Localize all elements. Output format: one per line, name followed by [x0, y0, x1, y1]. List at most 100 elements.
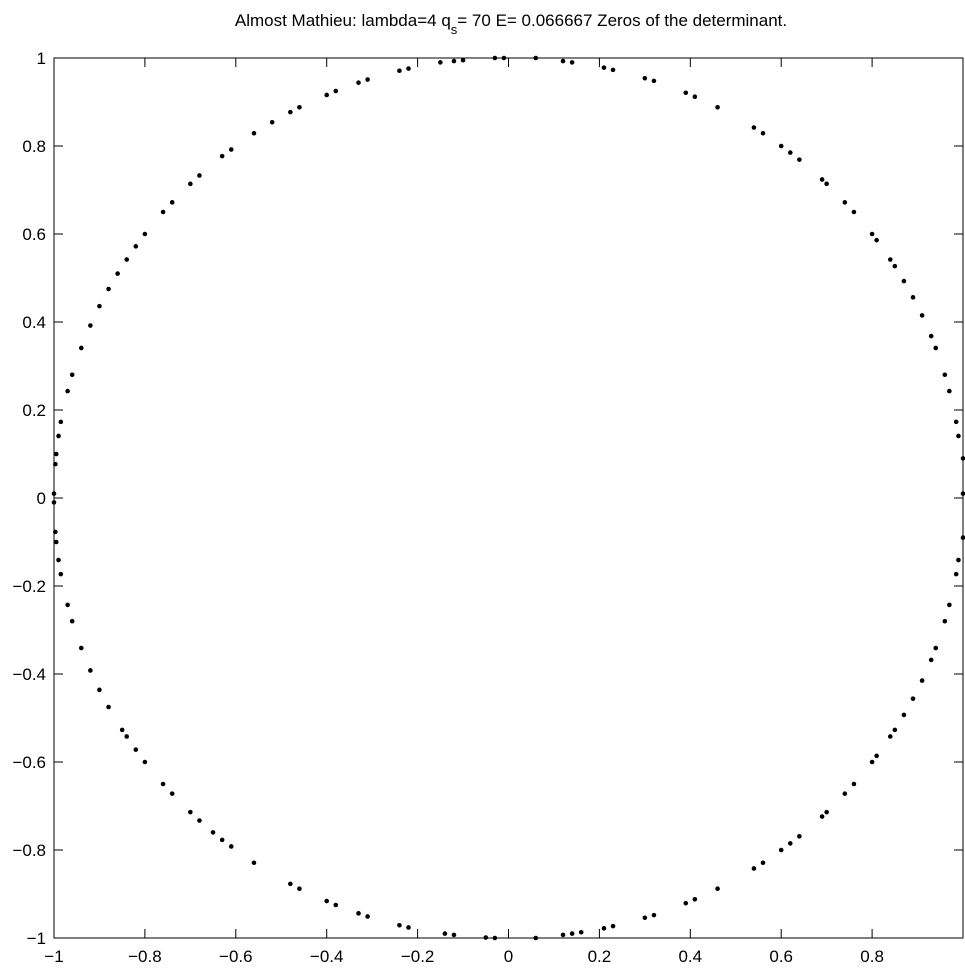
- data-point: [960, 535, 965, 540]
- data-point: [324, 92, 330, 98]
- data-point: [228, 844, 234, 849]
- data-points: [51, 55, 965, 941]
- data-point: [956, 433, 961, 439]
- data-point: [892, 263, 898, 269]
- data-point: [819, 814, 825, 819]
- data-point: [333, 902, 339, 908]
- data-point: [78, 345, 84, 351]
- x-tick-label: −0.4: [310, 947, 344, 966]
- x-tick-label: −1: [44, 947, 63, 966]
- data-point: [251, 130, 257, 136]
- data-point: [928, 657, 934, 663]
- data-point: [365, 77, 370, 82]
- data-point: [560, 932, 566, 938]
- chart-title-suffix: = 70 E= 0.066667 Zeros of the determinan…: [457, 11, 787, 30]
- data-point: [683, 90, 689, 96]
- data-point: [169, 791, 175, 796]
- data-point: [942, 372, 948, 378]
- x-tick-label: −0.8: [128, 947, 162, 966]
- y-tick-label: −1: [27, 929, 46, 948]
- data-point: [97, 303, 102, 309]
- chart-title: Almost Mathieu: lambda=4 qs= 70 E= 0.066…: [235, 11, 787, 37]
- data-point: [797, 834, 802, 839]
- data-point: [842, 200, 848, 205]
- data-point: [819, 177, 825, 182]
- data-point: [933, 345, 939, 351]
- data-point: [142, 231, 148, 237]
- x-tick-label: −0.2: [401, 947, 435, 966]
- data-point: [533, 55, 539, 61]
- data-point: [51, 500, 57, 505]
- data-point: [787, 150, 793, 155]
- data-point: [501, 55, 507, 61]
- data-point: [142, 759, 148, 765]
- data-point: [119, 727, 125, 733]
- data-point: [451, 58, 457, 64]
- data-point: [356, 80, 361, 85]
- data-point: [492, 55, 498, 61]
- data-point: [197, 818, 202, 823]
- data-point: [288, 109, 293, 115]
- data-point: [160, 781, 166, 787]
- x-tick-label: 0.8: [860, 947, 884, 966]
- data-point: [210, 830, 216, 835]
- data-point: [188, 181, 193, 187]
- chart-title-prefix: Almost Mathieu: lambda=4 q: [235, 11, 451, 30]
- data-point: [106, 704, 111, 710]
- data-point: [692, 94, 698, 100]
- data-point: [947, 388, 952, 394]
- data-point: [69, 372, 75, 378]
- data-point: [919, 678, 925, 683]
- data-point: [58, 419, 64, 425]
- data-point: [288, 881, 293, 887]
- data-point: [842, 791, 848, 796]
- data-point: [406, 66, 411, 71]
- data-point: [53, 529, 58, 535]
- data-point: [874, 237, 879, 243]
- data-point: [692, 896, 698, 902]
- data-point: [69, 618, 75, 624]
- data-point: [78, 645, 84, 651]
- data-point: [751, 866, 757, 871]
- data-point: [892, 727, 898, 733]
- axes-box: [53, 57, 964, 939]
- data-point: [356, 911, 361, 916]
- data-point: [442, 931, 448, 936]
- chart-title-subscript: s: [451, 22, 458, 37]
- data-point: [683, 900, 689, 906]
- data-point: [874, 753, 879, 759]
- y-tick-label: 0.8: [22, 137, 46, 156]
- y-tick-label: 0.2: [22, 401, 46, 420]
- y-tick-label: 0: [37, 489, 46, 508]
- data-point: [333, 88, 339, 94]
- data-point: [124, 257, 130, 262]
- y-tick-label: 0.4: [22, 313, 46, 332]
- data-point: [933, 645, 939, 651]
- data-point: [569, 931, 575, 936]
- data-point: [56, 433, 61, 439]
- data-point: [533, 935, 539, 941]
- data-point: [760, 130, 766, 136]
- axis-ticks: −1 −0.8 −0.6 −0.4 −0.2 0 0.2 0.4 0.6 0.8 −1 −0.8 −0.…: [12, 49, 963, 966]
- data-point: [115, 271, 120, 276]
- data-point: [397, 922, 402, 928]
- data-point: [88, 323, 93, 328]
- data-point: [953, 571, 959, 577]
- data-point: [851, 781, 857, 787]
- data-point: [219, 153, 225, 159]
- data-point: [928, 333, 934, 339]
- data-point: [65, 602, 70, 608]
- data-point: [919, 313, 925, 318]
- data-point: [787, 841, 793, 846]
- data-point: [824, 809, 829, 815]
- data-point: [715, 886, 720, 892]
- data-point: [324, 898, 330, 904]
- data-point: [124, 734, 130, 739]
- data-point: [760, 860, 766, 866]
- data-point: [51, 491, 57, 496]
- data-point: [601, 65, 607, 70]
- data-point: [797, 157, 802, 162]
- data-point: [438, 60, 443, 65]
- data-point: [887, 734, 893, 739]
